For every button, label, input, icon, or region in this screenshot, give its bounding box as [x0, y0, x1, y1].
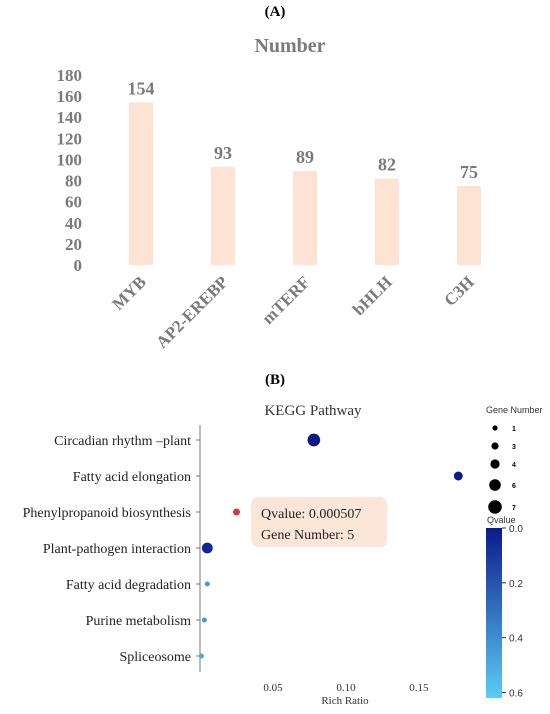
bar-data-label: 75	[460, 162, 478, 182]
bar	[211, 166, 235, 265]
bubble-y-axis-labels: Circadian rhythm –plant Fatty acid elonga…	[23, 434, 200, 665]
bar-y-tick-label: 60	[65, 193, 82, 212]
bar-y-axis: 0 20 40 60 80 100 120 140 160 180	[57, 66, 83, 275]
bar	[457, 185, 481, 265]
bar	[129, 102, 153, 265]
bar-x-tick-label: C3H	[440, 272, 477, 309]
panel-b-label: (B)	[265, 372, 285, 388]
bubble-x-axis: 0.05 0.10 0.15	[263, 682, 429, 694]
tooltip-qvalue: Qvalue: 0.000507	[261, 507, 361, 522]
bar-data-label: 154	[128, 78, 155, 98]
bubble-point	[201, 617, 207, 623]
pathway-label: Plant-pathogen interaction	[43, 542, 191, 557]
tooltip-gene-number: Gene Number: 5	[261, 528, 354, 543]
size-legend-dot	[491, 442, 499, 450]
colorbar-tick-label: 0.2	[509, 579, 523, 590]
size-legend-dot	[489, 479, 501, 491]
bubble-point	[307, 433, 321, 447]
bar-x-tick-label: MYB	[108, 272, 149, 313]
bar-y-tick-label: 0	[74, 256, 83, 275]
bubble-point	[198, 653, 205, 659]
pathway-label: Fatty acid elongation	[73, 470, 191, 485]
color-legend-title: Qvalue	[487, 515, 516, 525]
bar-data-label: 89	[296, 147, 314, 167]
bubble-chart-title: KEGG Pathway	[264, 403, 362, 419]
panel-a-label: (A)	[265, 4, 286, 20]
bar-x-axis: MYB AP2-EREBP mTERF bHLH C3H	[108, 272, 477, 352]
bubble-point	[204, 581, 210, 587]
pathway-label: Phenylpropanoid biosynthesis	[23, 506, 191, 521]
bar-y-tick-label: 20	[65, 235, 82, 254]
bar-y-tick-label: 140	[57, 108, 83, 127]
bar-series: 154 93 89 82 75	[128, 78, 481, 265]
panel-a-bar-chart: (A) Number 0 20 40 60 80 100 120 140 160 180 154 9…	[57, 4, 481, 352]
tooltip-box	[251, 497, 387, 547]
bar-y-tick-label: 160	[57, 87, 83, 106]
bar-y-tick-label: 120	[57, 129, 83, 148]
bar	[293, 171, 317, 265]
colorbar-tick-label: 0.0	[509, 524, 523, 535]
bar-x-tick-label: bHLH	[349, 272, 396, 319]
size-legend-label: 4	[512, 462, 516, 469]
colorbar-tick-label: 0.4	[509, 634, 523, 645]
bar-x-tick-label: mTERF	[258, 272, 314, 328]
bar-y-tick-label: 180	[57, 66, 83, 85]
bar-data-label: 82	[378, 154, 396, 174]
bar-x-tick-label: AP2-EREBP	[152, 272, 232, 352]
bar-data-label: 93	[214, 143, 232, 163]
hover-tooltip: Qvalue: 0.000507 Gene Number: 5	[251, 497, 387, 547]
size-legend-label: 7	[512, 505, 516, 512]
size-legend-label: 3	[512, 444, 516, 451]
pathway-label: Purine metabolism	[86, 614, 191, 629]
bar-chart-title: Number	[254, 35, 325, 57]
bar	[375, 178, 399, 265]
bubble-point	[453, 471, 463, 481]
bar-y-tick-label: 40	[65, 214, 82, 233]
panel-b-bubble-chart: (B) KEGG Pathway Circadian rhythm –plant…	[23, 372, 543, 707]
qvalue-colorbar	[486, 528, 502, 698]
size-legend-dot	[490, 459, 500, 469]
size-legend-label: 1	[512, 426, 516, 433]
bubble-series	[198, 433, 463, 659]
size-legend-label: 6	[512, 483, 516, 490]
gene-number-legend: Gene Number 1 3 4 6 7	[486, 405, 543, 514]
qvalue-legend: Qvalue 0.0 0.2 0.4 0.6	[486, 515, 523, 700]
bar-y-tick-label: 100	[57, 150, 83, 169]
bubble-point	[201, 542, 213, 554]
size-legend-dot	[488, 500, 502, 514]
pathway-label: Fatty acid degradation	[66, 578, 191, 593]
bubble-x-axis-label: Rich Ratio	[321, 695, 369, 707]
bubble-point	[232, 508, 240, 516]
bubble-x-tick-label: 0.10	[336, 682, 356, 694]
pathway-label: Circadian rhythm –plant	[54, 434, 191, 449]
size-legend-dot	[492, 425, 498, 431]
colorbar-tick-label: 0.6	[509, 689, 523, 700]
bubble-x-tick-label: 0.05	[263, 682, 283, 694]
pathway-label: Spliceosome	[119, 650, 191, 665]
bubble-x-tick-label: 0.15	[409, 682, 429, 694]
bar-y-tick-label: 80	[65, 172, 82, 191]
size-legend-title: Gene Number	[486, 405, 543, 415]
